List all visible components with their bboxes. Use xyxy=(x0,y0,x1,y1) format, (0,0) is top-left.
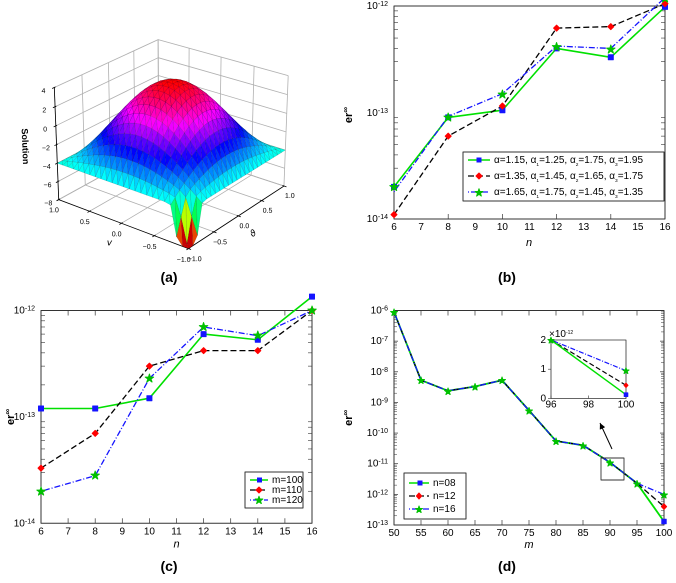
svg-text:100: 100 xyxy=(618,400,635,411)
svg-text:10-12: 10-12 xyxy=(367,1,388,13)
svg-text:er∞: er∞ xyxy=(341,409,356,425)
svg-text:★: ★ xyxy=(660,490,668,500)
svg-text:10-8: 10-8 xyxy=(371,366,388,378)
svg-text:★: ★ xyxy=(552,42,562,54)
svg-text:α=1.35, α1=1.45, α2=1.65, α3=1: α=1.35, α1=1.45, α2=1.65, α3=1.75 xyxy=(494,171,643,184)
svg-text:15: 15 xyxy=(632,222,644,233)
svg-text:★: ★ xyxy=(417,376,425,386)
svg-text:★: ★ xyxy=(475,188,484,199)
svg-text:★: ★ xyxy=(525,406,533,416)
svg-text:11: 11 xyxy=(171,526,182,537)
svg-text:75: 75 xyxy=(523,528,535,539)
svg-text:90: 90 xyxy=(604,528,616,539)
svg-text:★: ★ xyxy=(579,441,587,451)
svg-text:★: ★ xyxy=(547,336,554,345)
svg-text:m=120: m=120 xyxy=(272,495,303,506)
svg-text:100: 100 xyxy=(656,528,673,539)
svg-text:10-12: 10-12 xyxy=(14,305,35,317)
svg-text:7: 7 xyxy=(65,526,71,537)
svg-text:★: ★ xyxy=(36,486,46,498)
svg-text:★: ★ xyxy=(90,470,100,482)
svg-text:m: m xyxy=(524,539,533,551)
svg-text:★: ★ xyxy=(443,112,453,124)
svg-text:n=16: n=16 xyxy=(433,504,456,515)
svg-text:★: ★ xyxy=(199,322,209,334)
svg-text:60: 60 xyxy=(442,528,454,539)
svg-text:★: ★ xyxy=(633,479,641,489)
svg-text:α=1.15, α1=1.25, α2=1.75, α3=1: α=1.15, α1=1.25, α2=1.75, α3=1.95 xyxy=(494,155,643,168)
svg-text:65: 65 xyxy=(469,528,481,539)
svg-text:85: 85 xyxy=(577,528,589,539)
svg-text:15: 15 xyxy=(279,526,291,537)
svg-text:9: 9 xyxy=(473,222,479,233)
svg-text:9: 9 xyxy=(120,526,126,537)
svg-text:10-6: 10-6 xyxy=(371,305,388,317)
svg-text:8: 8 xyxy=(445,222,451,233)
svg-text:50: 50 xyxy=(388,528,400,539)
svg-text:★: ★ xyxy=(415,505,423,515)
svg-text:★: ★ xyxy=(660,0,670,5)
svg-text:10-13: 10-13 xyxy=(367,108,388,120)
svg-text:98: 98 xyxy=(583,400,595,411)
svg-text:7: 7 xyxy=(418,222,424,233)
svg-text:★: ★ xyxy=(622,367,629,376)
svg-text:n: n xyxy=(526,237,532,249)
svg-text:80: 80 xyxy=(550,528,562,539)
svg-text:12: 12 xyxy=(551,222,563,233)
svg-text:★: ★ xyxy=(498,376,506,386)
svg-text:10-7: 10-7 xyxy=(371,336,388,348)
svg-text:★: ★ xyxy=(307,305,317,317)
svg-text:10: 10 xyxy=(497,222,509,233)
svg-text:★: ★ xyxy=(606,44,616,56)
svg-text:16: 16 xyxy=(306,526,318,537)
svg-text:16: 16 xyxy=(659,222,671,233)
svg-text:6: 6 xyxy=(38,526,44,537)
svg-text:12: 12 xyxy=(198,526,210,537)
svg-text:10-14: 10-14 xyxy=(367,214,388,226)
svg-text:★: ★ xyxy=(255,496,264,507)
svg-text:n=12: n=12 xyxy=(433,491,456,502)
svg-text:n: n xyxy=(173,538,179,550)
svg-text:10-14: 10-14 xyxy=(14,518,35,530)
svg-text:14: 14 xyxy=(252,526,264,537)
svg-text:★: ★ xyxy=(390,307,398,317)
svg-text:95: 95 xyxy=(631,528,643,539)
svg-text:8: 8 xyxy=(92,526,98,537)
svg-text:10-9: 10-9 xyxy=(371,397,388,409)
svg-text:96: 96 xyxy=(545,400,557,411)
svg-text:6: 6 xyxy=(391,222,397,233)
svg-text:1: 1 xyxy=(540,364,546,375)
svg-text:10-13: 10-13 xyxy=(367,520,388,532)
svg-text:13: 13 xyxy=(225,526,237,537)
svg-text:11: 11 xyxy=(524,222,535,233)
svg-text:55: 55 xyxy=(415,528,427,539)
svg-text:★: ★ xyxy=(606,458,614,468)
svg-text:10-10: 10-10 xyxy=(367,428,388,440)
svg-text:10-12: 10-12 xyxy=(367,489,388,501)
svg-text:★: ★ xyxy=(497,89,507,101)
svg-text:er∞: er∞ xyxy=(341,107,356,123)
svg-text:70: 70 xyxy=(496,528,508,539)
svg-text:13: 13 xyxy=(578,222,590,233)
svg-text:10-11: 10-11 xyxy=(367,458,388,470)
svg-text:14: 14 xyxy=(605,222,617,233)
svg-text:★: ★ xyxy=(389,181,399,193)
svg-text:★: ★ xyxy=(444,386,452,396)
svg-text:★: ★ xyxy=(144,373,154,385)
svg-text:n=08: n=08 xyxy=(433,478,456,489)
svg-text:★: ★ xyxy=(552,437,560,447)
svg-text:α=1.65, α1=1.75, α2=1.45, α3=1: α=1.65, α1=1.75, α2=1.45, α3=1.35 xyxy=(494,187,643,200)
svg-text:★: ★ xyxy=(253,330,263,342)
svg-text:2: 2 xyxy=(540,335,546,346)
svg-text:10: 10 xyxy=(144,526,156,537)
svg-text:★: ★ xyxy=(471,382,479,392)
